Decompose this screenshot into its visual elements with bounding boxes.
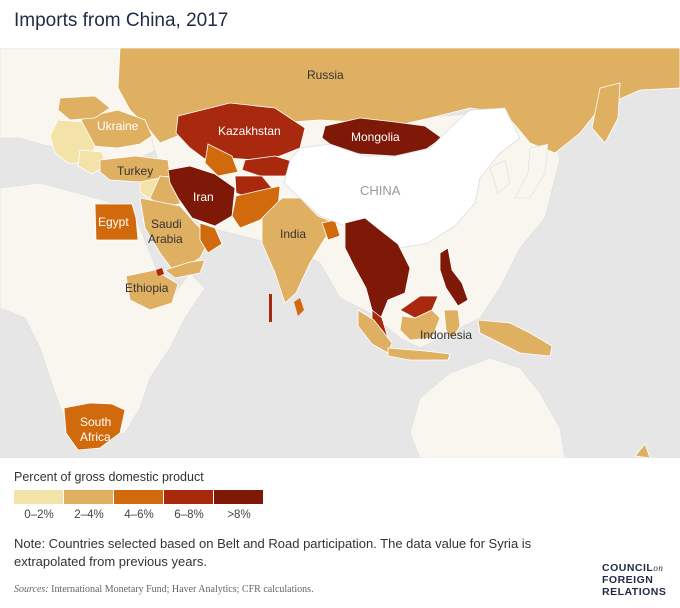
chart-title: Imports from China, 2017 — [14, 10, 229, 31]
note-text: Note: Countries selected based on Belt a… — [14, 536, 532, 569]
label-indonesia: Indonesia — [420, 328, 472, 342]
label-saudi-1: Saudi — [151, 217, 182, 231]
label-kazakhstan: Kazakhstan — [218, 124, 281, 138]
region-taiwan — [470, 230, 478, 246]
region-indonesia-sulawesi — [443, 309, 461, 341]
legend-label-1: 2–4% — [74, 509, 104, 521]
label-egypt: Egypt — [98, 215, 129, 229]
region-india — [261, 197, 336, 304]
sources-label: Sources: — [14, 584, 49, 595]
label-mongolia: Mongolia — [351, 130, 400, 144]
legend-swatch-4 — [214, 490, 263, 504]
region-central-asia — [241, 155, 299, 177]
region-korea — [489, 159, 511, 194]
label-ethiopia: Ethiopia — [125, 281, 169, 295]
legend-swatch-1 — [64, 490, 113, 504]
legend-swatches — [14, 490, 264, 504]
logo-line1: COUNCIL — [602, 562, 654, 574]
region-southeast-asia — [344, 217, 411, 321]
region-uzbekistan — [204, 143, 239, 177]
region-philippines — [439, 247, 469, 307]
region-yemen — [164, 259, 206, 279]
label-saudi-2: Arabia — [148, 232, 183, 246]
label-turkey: Turkey — [117, 164, 153, 178]
region-new-zealand — [634, 443, 651, 458]
region-bangladesh — [321, 219, 341, 241]
legend-swatch-0 — [14, 490, 63, 504]
label-china: CHINA — [360, 183, 401, 198]
region-borneo-north — [399, 295, 439, 319]
label-south-africa-1: South — [80, 415, 111, 429]
logo-on: on — [653, 563, 664, 573]
legend-labels: 0–2% 2–4% 4–6% 6–8% >8% — [14, 509, 264, 521]
australia-land — [409, 357, 566, 458]
region-egypt — [94, 203, 139, 241]
region-iran — [167, 165, 236, 227]
region-papua — [477, 319, 553, 357]
label-ukraine: Ukraine — [97, 119, 139, 133]
region-balkans — [77, 149, 107, 175]
logo-line3: RELATIONS — [602, 586, 667, 598]
label-iran: Iran — [193, 190, 214, 204]
region-sri-lanka — [294, 298, 304, 316]
legend-swatch-2 — [114, 490, 163, 504]
cfr-logo: COUNCILon FOREIGN RELATIONS — [602, 562, 666, 598]
legend-title: Percent of gross domestic product — [14, 470, 204, 484]
region-maldives — [269, 294, 272, 322]
map-svg: Russia Ukraine Kazakhstan Mongolia Turke… — [0, 48, 680, 458]
region-djibouti — [156, 268, 164, 276]
sources-text: International Monetary Fund; Haver Analy… — [48, 584, 314, 595]
label-russia: Russia — [307, 68, 344, 82]
region-indonesia-borneo — [399, 309, 441, 341]
region-saudi-arabia — [139, 197, 211, 274]
region-belarus — [57, 95, 111, 121]
legend-label-0: 0–2% — [24, 509, 54, 521]
label-south-africa-2: Africa — [80, 430, 111, 444]
region-russia-east — [591, 82, 621, 144]
legend-label-3: 6–8% — [174, 509, 204, 521]
legend-swatch-3 — [164, 490, 213, 504]
region-south-africa — [63, 402, 126, 451]
legend-label-4: >8% — [227, 509, 251, 521]
sources: Sources: International Monetary Fund; Ha… — [14, 584, 314, 595]
region-china — [283, 107, 521, 254]
map-area: Russia Ukraine Kazakhstan Mongolia Turke… — [0, 48, 680, 458]
logo-line2: FOREIGN — [602, 574, 654, 586]
legend-label-2: 4–6% — [124, 509, 154, 521]
region-indonesia-java — [387, 347, 451, 361]
region-oman — [199, 222, 223, 254]
label-india: India — [280, 227, 306, 241]
region-japan — [514, 143, 549, 199]
region-ethiopia — [125, 269, 179, 311]
